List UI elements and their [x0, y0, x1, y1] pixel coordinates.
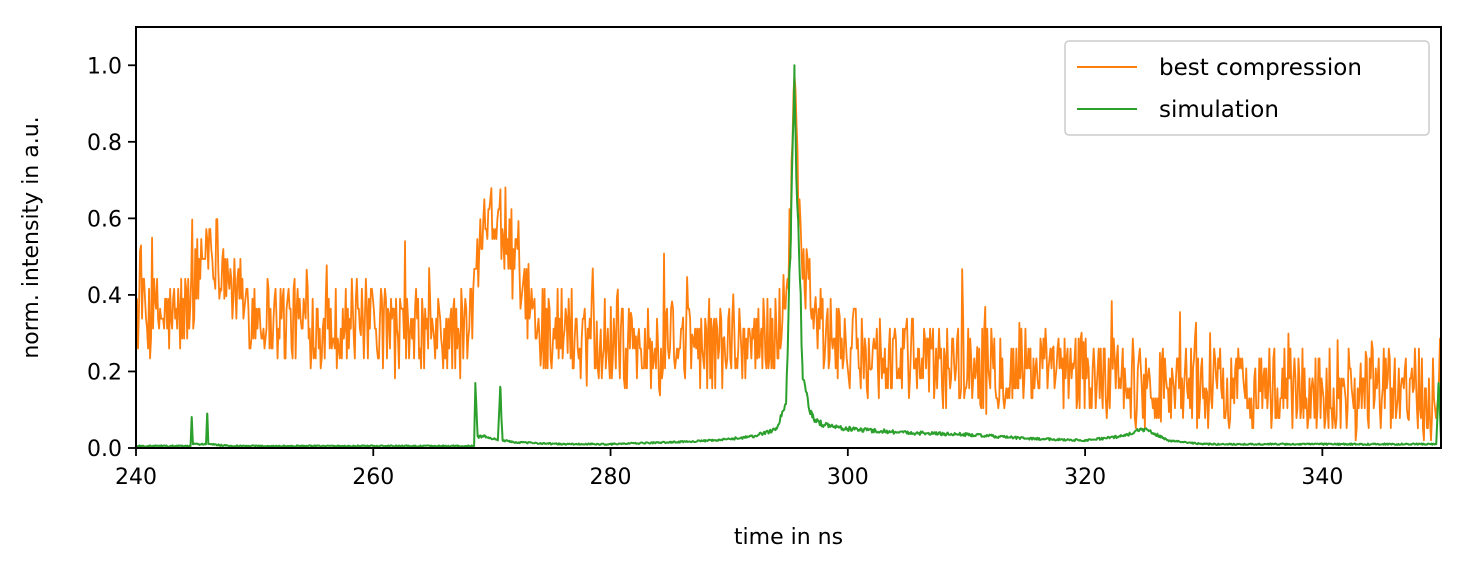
legend-label-simulation: simulation	[1159, 97, 1279, 123]
series-layer	[136, 64, 1441, 448]
plot-frame	[135, 26, 1442, 449]
x-tick-label: 340	[1301, 465, 1343, 490]
x-tick-label: 300	[827, 465, 869, 490]
y-tick-label: 0.6	[87, 207, 122, 232]
legend-label-best-compression: best compression	[1159, 55, 1362, 81]
y-tick-label: 1.0	[87, 54, 122, 79]
y-tick-label: 0.4	[87, 284, 122, 309]
y-tick-label: 0.0	[87, 437, 122, 462]
y-tick-label: 0.8	[87, 131, 122, 156]
y-tick-label: 0.2	[87, 360, 122, 385]
y-axis-label: norm. intensity in a.u.	[19, 116, 44, 358]
legend-box	[1064, 40, 1430, 136]
x-tick-label: 280	[590, 465, 632, 490]
series-line-simulation	[136, 64, 1441, 448]
y-axis: 0.0 0.2 0.4 0.6 0.8 1.0	[87, 54, 136, 462]
x-tick-label: 240	[115, 465, 157, 490]
x-axis: 240 260 280 300 320 340	[115, 448, 1343, 490]
x-axis-label: time in ns	[734, 525, 843, 550]
legend: best compression simulation	[1064, 40, 1430, 136]
x-tick-label: 320	[1064, 465, 1106, 490]
x-tick-label: 260	[352, 465, 394, 490]
